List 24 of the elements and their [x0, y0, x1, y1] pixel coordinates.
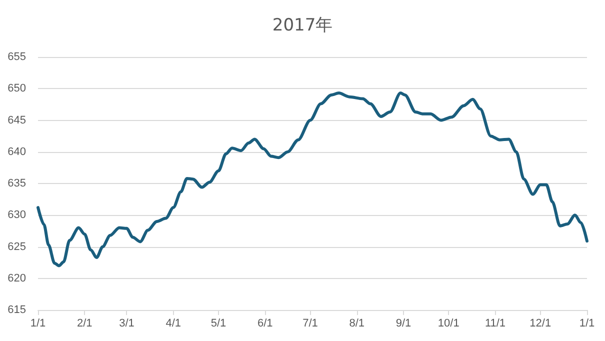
x-tick-label: 1/1 [579, 318, 595, 330]
x-tick-label: 8/1 [349, 318, 365, 330]
x-tick-label: 5/1 [210, 318, 226, 330]
y-tick-label: 640 [8, 146, 26, 158]
x-tick-label: 10/1 [438, 318, 460, 330]
x-tick-label: 7/1 [302, 318, 318, 330]
x-tick-label: 6/1 [257, 318, 273, 330]
y-tick-label: 620 [8, 272, 26, 284]
y-tick-label: 615 [8, 304, 26, 316]
y-tick-label: 655 [8, 51, 26, 63]
y-tick-label: 645 [8, 114, 26, 126]
x-tick-label: 12/1 [530, 318, 552, 330]
x-tick-label: 9/1 [396, 318, 412, 330]
chart-title: 2017年 [272, 16, 333, 36]
x-tick-label: 11/1 [484, 318, 506, 330]
y-tick-label: 650 [8, 82, 26, 95]
y-tick-label: 635 [8, 178, 26, 190]
x-tick-label: 2/1 [76, 318, 92, 330]
x-tick-label: 3/1 [119, 318, 134, 330]
x-tick-label: 1/1 [30, 318, 46, 330]
line-series [36, 92, 588, 268]
x-tick-label: 4/1 [166, 318, 182, 330]
y-tick-label: 625 [8, 240, 26, 253]
y-tick-label: 630 [8, 209, 26, 222]
